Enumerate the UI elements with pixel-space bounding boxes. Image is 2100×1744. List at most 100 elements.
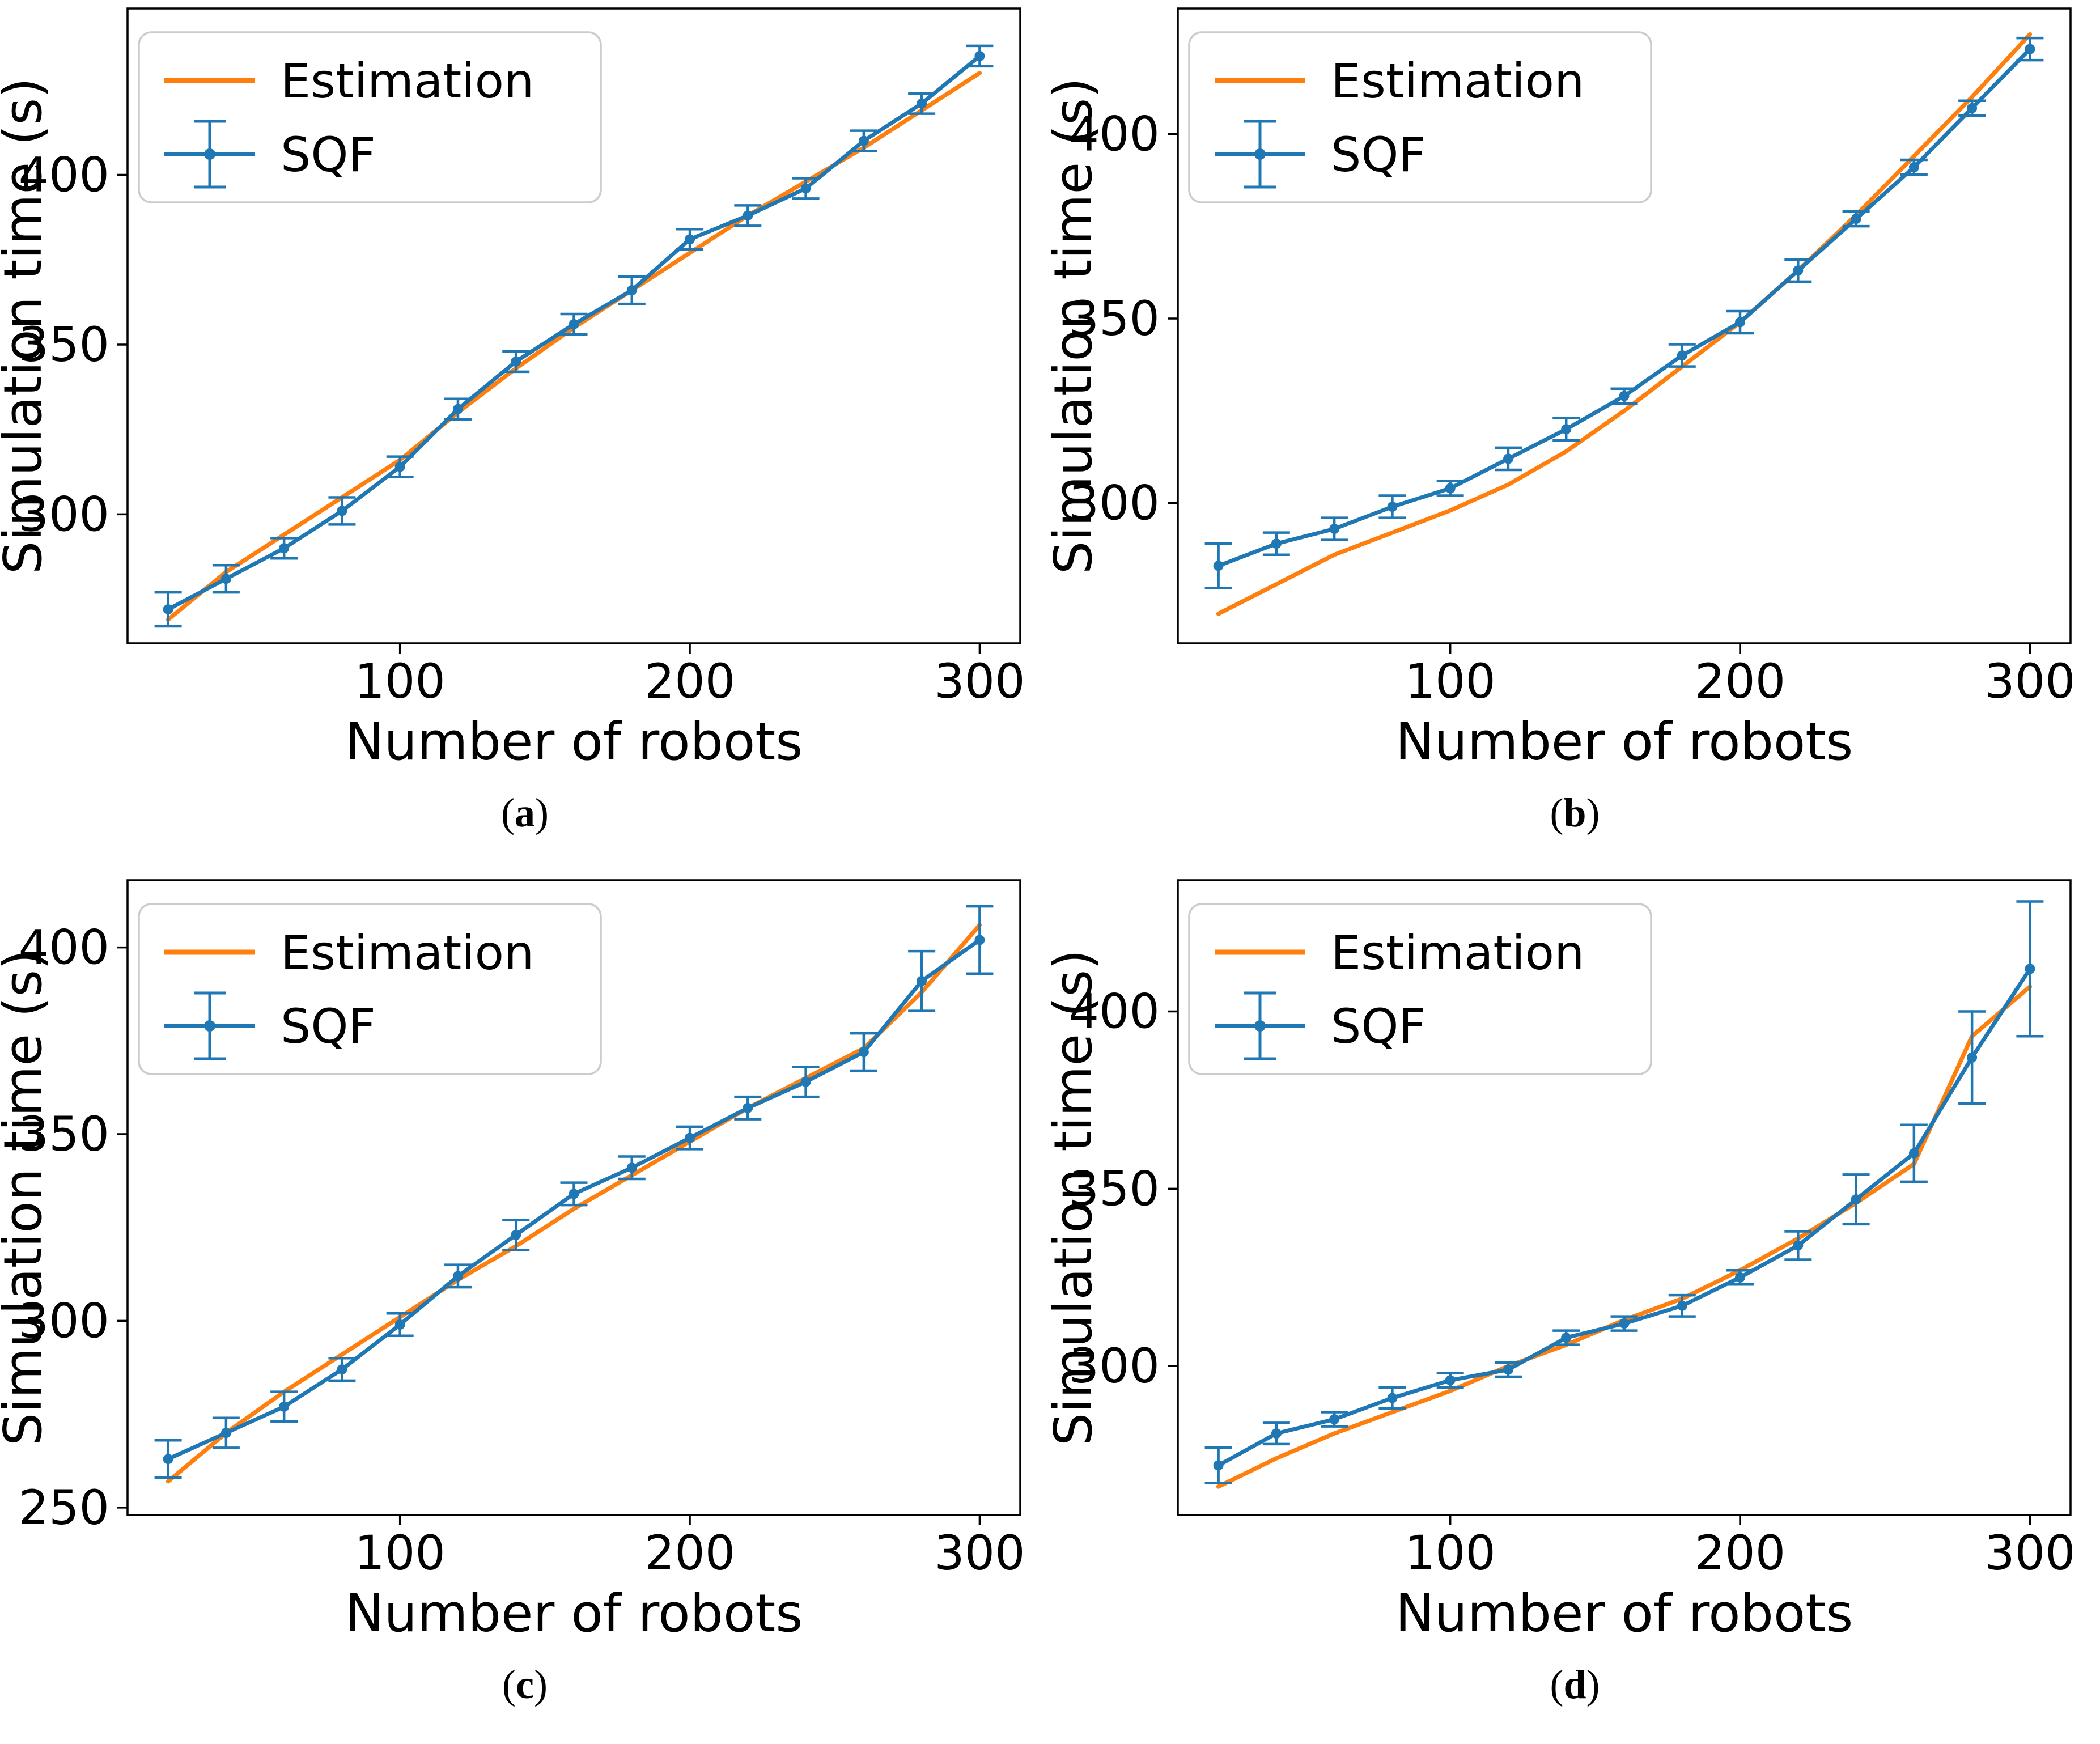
panel-b: 100 200 300 300 350 400 Number of robots Simula…	[1050, 0, 2100, 872]
axes-box	[1176, 879, 2072, 1516]
legend: Estimation SQF	[1187, 903, 1652, 1075]
caption-a-open: (	[501, 790, 515, 835]
legend-sqf-label: SQF	[281, 999, 376, 1054]
sqf-marker	[917, 98, 927, 109]
x-tick-label: 100	[1405, 1525, 1495, 1581]
y-tick-label: 300	[1068, 476, 1159, 531]
y-tick-label: 350	[1068, 291, 1159, 346]
axes-box	[1176, 7, 2072, 644]
y-tick-label: 400	[19, 920, 109, 975]
sqf-marker	[626, 285, 637, 296]
chart-a: 100 200 300 300 350 400 Number of robots Simula…	[0, 7, 1025, 772]
sqf-marker	[1792, 1240, 1803, 1251]
panel-d: 100 200 300 300 350 400 Number of robots Simula…	[1050, 872, 2100, 1744]
legend-box	[1187, 903, 1652, 1075]
sqf-marker	[1386, 502, 1397, 512]
chart-c: 100 200 300 250 300 350 400 Number of robots Sim…	[0, 879, 1025, 1644]
sqf-marker	[800, 183, 811, 194]
caption-d-open: (	[1550, 1662, 1564, 1707]
y-axis: 300 350 400	[1068, 984, 1178, 1394]
sqf-marker	[279, 1401, 290, 1412]
legend: Estimation SQF	[138, 903, 602, 1075]
sqf-marker	[974, 935, 985, 945]
y-tick-label: 250	[19, 1480, 109, 1535]
sqf-marker	[626, 1162, 637, 1173]
x-axis-label: Number of robots	[345, 711, 803, 772]
sqf-marker	[1329, 1414, 1339, 1425]
sqf-marker	[1503, 1364, 1513, 1375]
sqf-marker	[1445, 1375, 1456, 1386]
sqf-marker	[858, 135, 869, 146]
sqf-marker	[858, 1047, 869, 1058]
caption-a-letter: a	[515, 790, 535, 835]
y-tick-label: 300	[19, 1293, 109, 1348]
y-tick-label: 300	[19, 486, 109, 542]
chart-b: 100 200 300 300 350 400 Number of robots Simula…	[1050, 7, 2075, 772]
sqf-marker	[511, 356, 521, 367]
sqf-marker	[1792, 265, 1803, 276]
x-tick-label: 300	[1984, 1525, 2075, 1581]
sqf-marker	[1966, 103, 1977, 113]
sqf-marker	[743, 210, 753, 221]
caption-d: (d)	[1550, 1664, 1600, 1705]
y-tick-label: 350	[19, 1106, 109, 1162]
sqf-marker	[220, 574, 231, 584]
sqf-marker	[1619, 1318, 1629, 1329]
x-axis: 100 200 300	[355, 1515, 1025, 1581]
caption-c-open: (	[502, 1662, 516, 1707]
sqf-marker	[453, 404, 463, 414]
sqf-marker	[511, 1229, 521, 1240]
x-axis: 100 200 300	[1405, 1515, 2075, 1581]
sqf-series	[154, 905, 994, 1479]
legend: Estimation SQF	[1187, 31, 1652, 203]
x-tick-label: 100	[355, 1525, 446, 1581]
sqf-marker	[2024, 964, 2035, 974]
chart-d: 100 200 300 300 350 400 Number of robots Simula…	[1050, 879, 2075, 1644]
sqf-marker	[1677, 350, 1687, 361]
sqf-marker	[1966, 1052, 1977, 1063]
y-tick-label: 300	[1068, 1338, 1159, 1394]
sqf-marker	[1734, 317, 1745, 328]
y-tick-label: 350	[19, 317, 109, 372]
y-axis-label: Simulation time (s)	[1050, 949, 1104, 1446]
sqf-marker	[974, 50, 985, 61]
sqf-marker	[685, 234, 695, 245]
legend: Estimation SQF	[138, 31, 602, 203]
sqf-marker	[1908, 162, 1919, 172]
x-tick-label: 300	[934, 1525, 1025, 1581]
sqf-marker	[1734, 1272, 1745, 1283]
sqf-marker	[1271, 538, 1282, 549]
sqf-marker	[1619, 391, 1629, 401]
sqf-marker	[337, 1364, 347, 1375]
panel-c: 100 200 300 250 300 350 400 Number of robots Sim…	[0, 872, 1050, 1744]
y-tick-label: 350	[1068, 1161, 1159, 1216]
caption-d-close: )	[1586, 1662, 1600, 1707]
sqf-marker	[800, 1076, 811, 1087]
sqf-marker	[1560, 424, 1571, 435]
sqf-marker	[743, 1102, 753, 1113]
caption-b-close: )	[1586, 790, 1600, 835]
legend-sqf-label: SQF	[1331, 127, 1426, 183]
caption-c-close: )	[533, 1662, 548, 1707]
sqf-marker	[1851, 1194, 1861, 1205]
x-tick-label: 200	[644, 1525, 735, 1581]
caption-d-letter: d	[1563, 1662, 1586, 1707]
panel-a: 100 200 300 300 350 400 Number of robots Simula…	[0, 0, 1050, 872]
x-axis: 100 200 300	[1405, 643, 2075, 709]
x-tick-label: 200	[644, 654, 735, 709]
sqf-marker	[1271, 1428, 1282, 1439]
sqf-marker	[917, 975, 927, 986]
sqf-marker	[1213, 561, 1224, 571]
x-tick-label: 100	[355, 654, 446, 709]
caption-b-letter: b	[1563, 790, 1586, 835]
sqf-marker	[279, 543, 290, 554]
y-axis: 300 350 400	[19, 147, 128, 542]
sqf-marker	[1329, 524, 1339, 534]
y-axis: 300 350 400	[1068, 106, 1178, 531]
sqf-marker	[685, 1132, 695, 1143]
sqf-series	[1204, 36, 2043, 589]
sqf-marker	[1908, 1148, 1919, 1159]
legend-estimation-label: Estimation	[281, 925, 534, 981]
caption-c-letter: c	[516, 1662, 534, 1707]
